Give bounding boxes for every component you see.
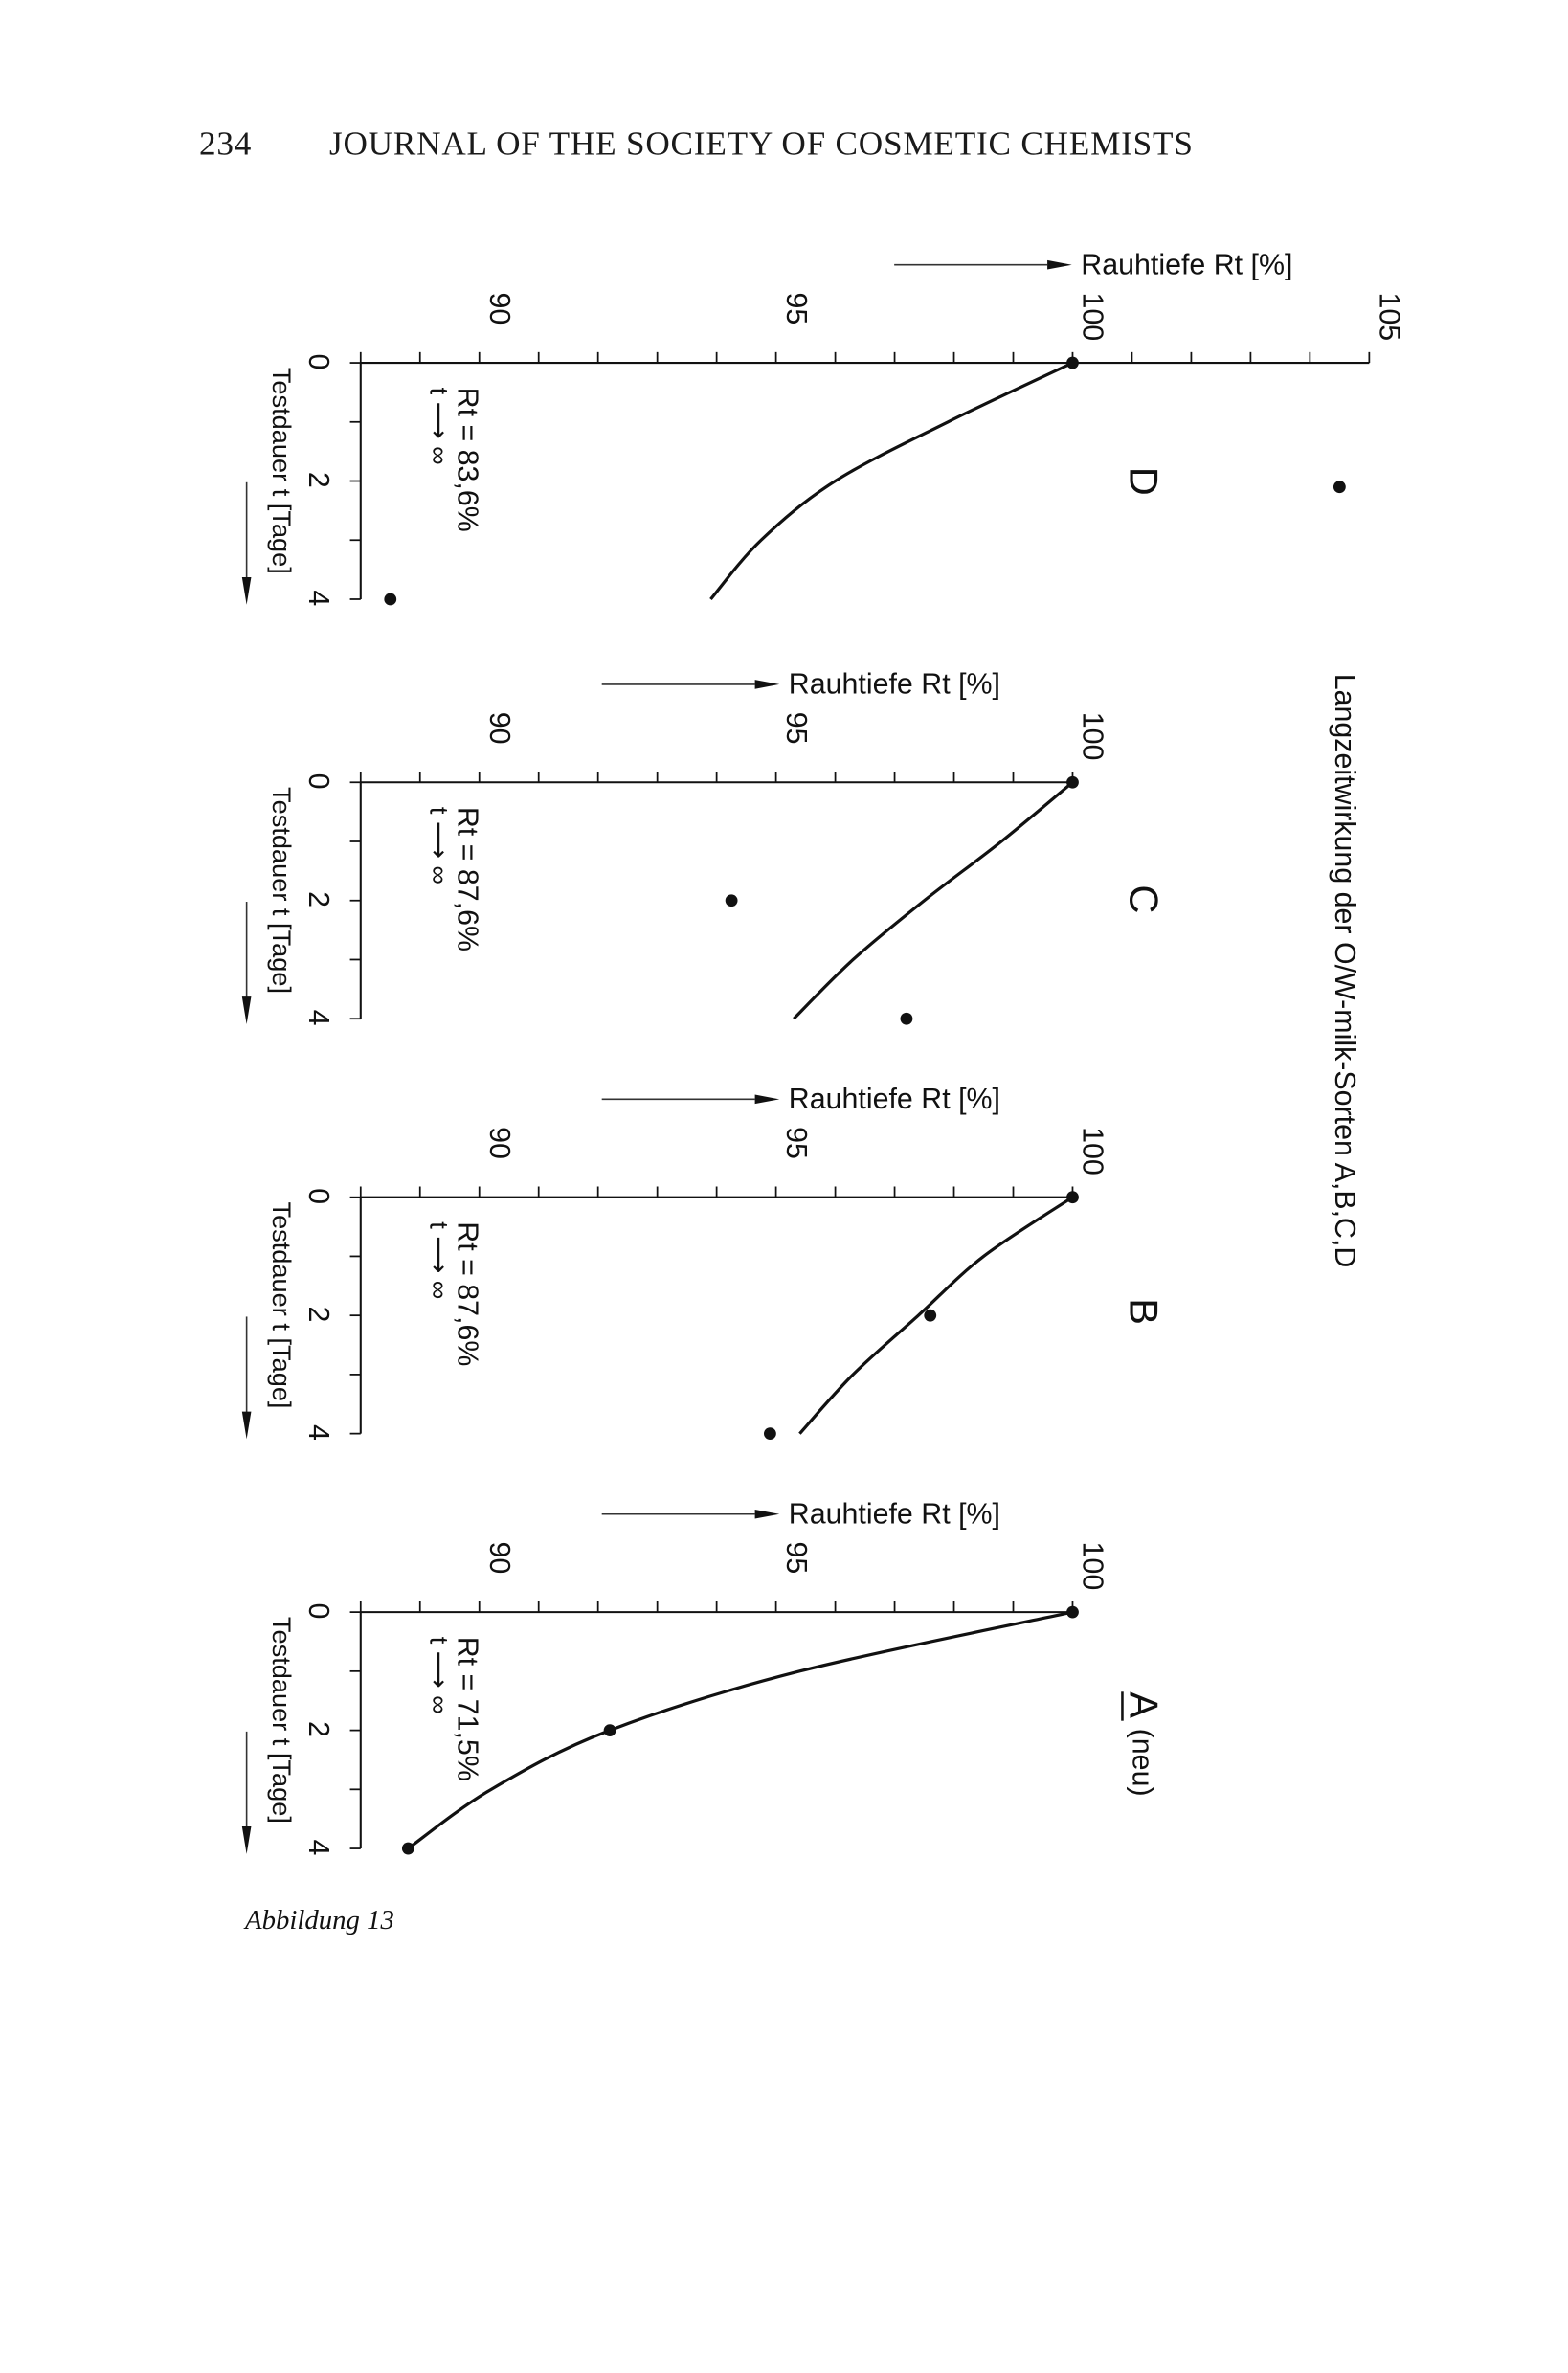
data-point — [603, 1724, 616, 1736]
rt-tick-label: 95 — [780, 712, 813, 745]
fit-curve — [407, 1610, 1073, 1850]
arrow-head-icon — [754, 1509, 780, 1519]
t-tick-label: 2 — [302, 472, 335, 488]
t-tick-label: 2 — [302, 891, 335, 907]
data-point — [384, 593, 397, 606]
fit-curve — [798, 1196, 1074, 1435]
data-point — [401, 1842, 414, 1855]
rt-limit-annotation: Rt = 87,6% — [451, 807, 483, 951]
arrow-head-icon — [241, 576, 252, 605]
t-tick-label: 0 — [302, 773, 335, 790]
t-axis-label: Testdauer t [Tage] — [267, 368, 297, 574]
t-axis-label: Testdauer t [Tage] — [267, 1201, 297, 1408]
t-tick-label: 4 — [302, 590, 335, 606]
data-point — [1066, 1191, 1079, 1204]
data-point — [725, 894, 738, 907]
rt-tick-label: 90 — [483, 1542, 516, 1575]
t-tick-label: 4 — [302, 1010, 335, 1026]
page-number: 234 — [199, 125, 252, 163]
panel-label: D — [1121, 467, 1166, 496]
data-point — [1066, 1605, 1079, 1619]
arrow-head-icon — [241, 996, 252, 1024]
panel-label-suffix: (neu) — [1127, 1729, 1159, 1797]
data-point — [1333, 481, 1346, 494]
rt-limit-condition: t ⟶ ∞ — [425, 1637, 455, 1714]
rt-axis-label: Rauhtiefe Rt [%] — [1081, 248, 1292, 280]
t-axis-label: Testdauer t [Tage] — [267, 787, 297, 994]
t-tick-label: 4 — [302, 1839, 335, 1855]
rt-tick-label: 100 — [1077, 292, 1109, 341]
t-tick-label: 0 — [302, 1603, 335, 1620]
data-point — [1066, 775, 1079, 789]
t-axis-label: Testdauer t [Tage] — [267, 1617, 297, 1824]
rt-tick-label: 95 — [780, 1542, 813, 1575]
arrow-head-icon — [1047, 259, 1072, 270]
fit-curve — [709, 361, 1074, 601]
rt-tick-label: 90 — [483, 712, 516, 745]
panel-label: C — [1121, 884, 1166, 913]
figure-caption: Abbildung 13 — [243, 1905, 394, 1936]
rt-limit-annotation: Rt = 87,6% — [451, 1221, 483, 1366]
panel-A: 90 95 100 0 2 4 Rauhtiefe Rt [%] Testdauer t [T… — [241, 1497, 1166, 1855]
rt-tick-label: 105 — [1374, 292, 1406, 341]
panel-B: 90 95 100 0 2 4 Rauhtiefe Rt [%] Testdauer t [T… — [241, 1083, 1166, 1441]
rt-limit-condition: t ⟶ ∞ — [425, 388, 455, 465]
arrow-head-icon — [241, 1411, 252, 1440]
rt-axis-label: Rauhtiefe Rt [%] — [789, 1083, 1000, 1115]
t-tick-label: 2 — [302, 1721, 335, 1737]
rt-limit-annotation: Rt = 71,5% — [451, 1637, 483, 1781]
rt-tick-label: 100 — [1077, 1542, 1109, 1591]
arrow-head-icon — [754, 1094, 780, 1105]
data-point — [1066, 356, 1079, 369]
rt-tick-label: 95 — [780, 1127, 813, 1159]
rt-limit-annotation: Rt = 83,6% — [451, 388, 483, 532]
t-tick-label: 4 — [302, 1424, 335, 1441]
rt-tick-label: 100 — [1077, 712, 1109, 761]
data-point — [764, 1427, 776, 1441]
rt-axis-label: Rauhtiefe Rt [%] — [789, 668, 1000, 701]
rt-tick-label: 90 — [483, 292, 516, 325]
journal-title: JOURNAL OF THE SOCIETY OF COSMETIC CHEMI… — [329, 125, 1194, 163]
arrow-head-icon — [241, 1826, 252, 1854]
t-tick-label: 2 — [302, 1307, 335, 1323]
fit-curve — [793, 781, 1074, 1020]
rt-limit-condition: t ⟶ ∞ — [425, 1221, 455, 1299]
panel-label: A — [1121, 1691, 1166, 1718]
figure-13: 90 95 100 105 0 2 4 Rauhtiefe Rt [%] Testdauer t… — [241, 248, 1406, 1855]
figure-title: Langzeitwirkung der O/W-milk-Sorten A,B,… — [1329, 674, 1361, 1268]
rt-axis-label: Rauhtiefe Rt [%] — [789, 1497, 1000, 1530]
rt-tick-label: 100 — [1077, 1127, 1109, 1175]
t-tick-label: 0 — [302, 1188, 335, 1204]
panel-D: 90 95 100 105 0 2 4 Rauhtiefe Rt [%] Testdauer t… — [241, 248, 1406, 606]
rt-limit-condition: t ⟶ ∞ — [425, 807, 455, 884]
rt-tick-label: 95 — [780, 292, 813, 325]
data-point — [924, 1309, 937, 1322]
rt-tick-label: 90 — [483, 1127, 516, 1159]
panel-label: B — [1121, 1298, 1166, 1325]
t-tick-label: 0 — [302, 353, 335, 369]
panel-C: 90 95 100 0 2 4 Rauhtiefe Rt [%] Testdauer t [T… — [241, 668, 1166, 1026]
data-point — [900, 1012, 913, 1025]
arrow-head-icon — [754, 680, 780, 689]
